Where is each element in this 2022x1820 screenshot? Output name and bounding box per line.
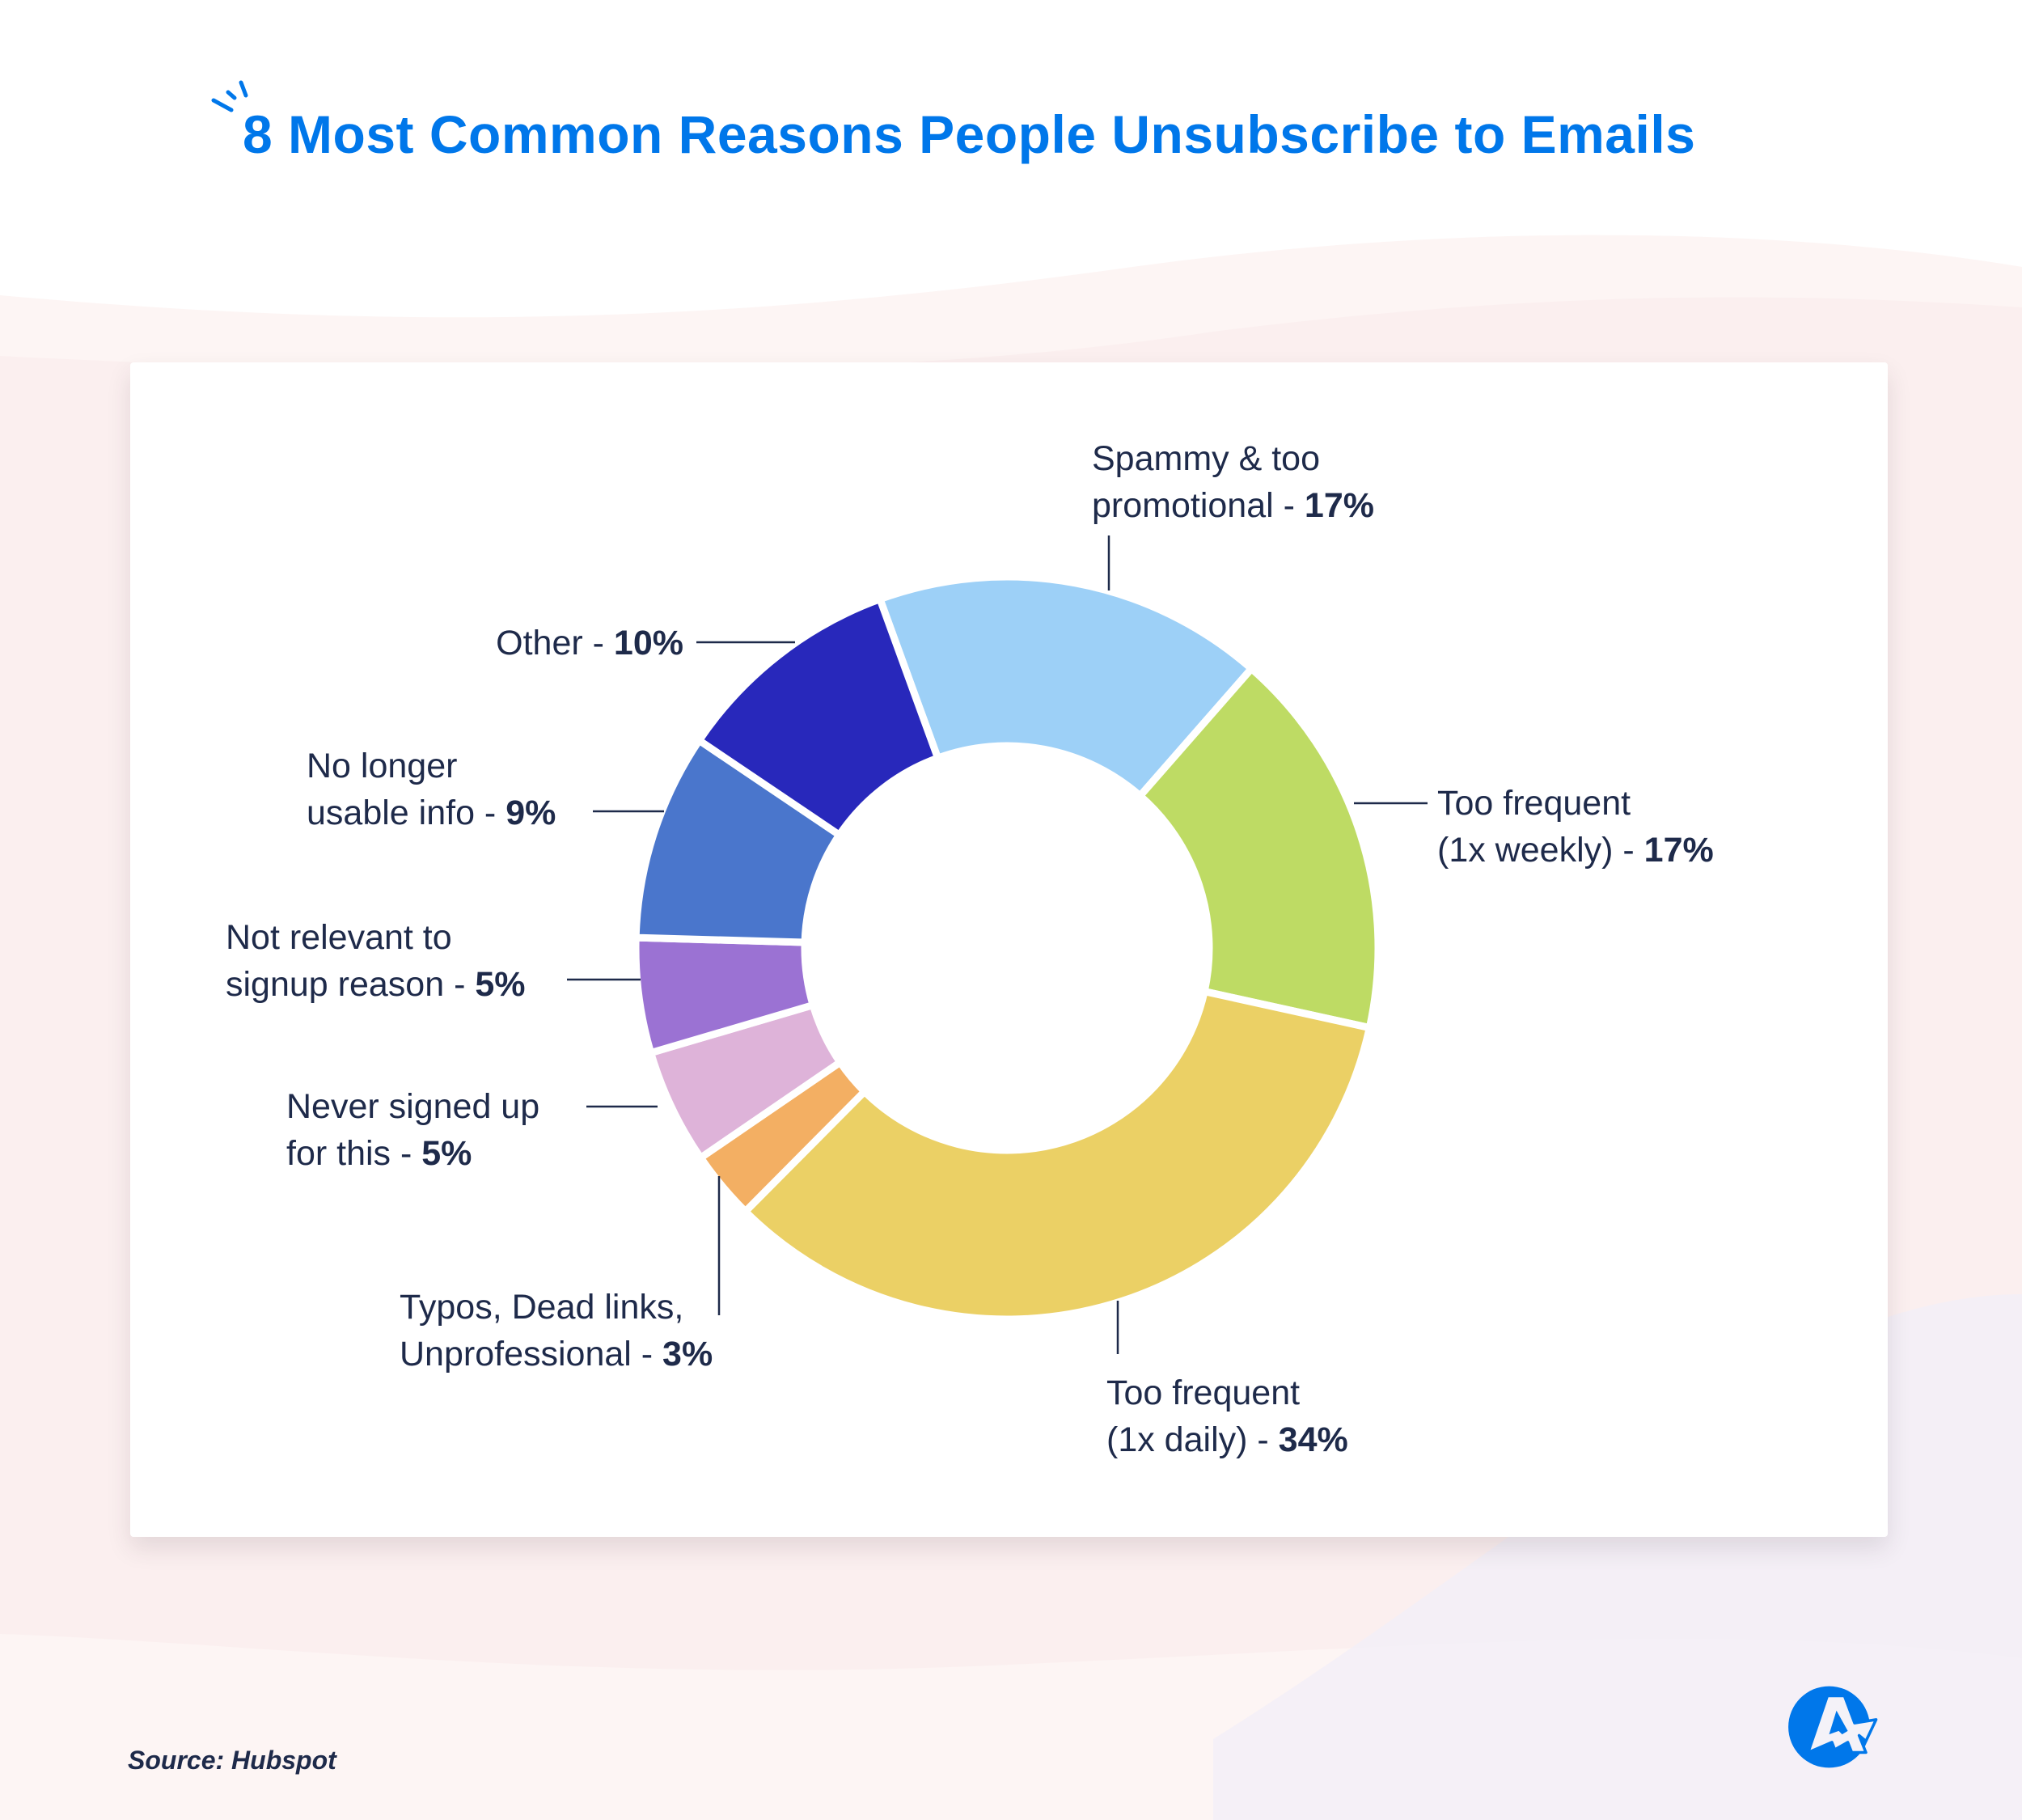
label-typos: Typos, Dead links, Unprofessional - 3% xyxy=(400,1288,713,1373)
brand-logo-icon xyxy=(1788,1686,1878,1768)
donut-slice-2 xyxy=(742,988,1373,1323)
label-not-relevant: Not relevant to signup reason - 5% xyxy=(226,918,526,1004)
label-other: Other - 10% xyxy=(496,624,683,662)
label-spammy: Spammy & too promotional - 17% xyxy=(1092,439,1374,525)
label-too-frequent-daily: Too frequent (1x daily) - 34% xyxy=(1106,1373,1348,1459)
label-never-signed-up: Never signed up for this - 5% xyxy=(286,1087,540,1173)
chart-card xyxy=(130,362,1888,1537)
chart-title: 8 Most Common Reasons People Unsubscribe… xyxy=(211,80,1696,165)
donut-slice-0 xyxy=(876,573,1255,800)
source-note: Source: Hubspot xyxy=(128,1746,336,1775)
title-text: 8 Most Common Reasons People Unsubscribe… xyxy=(243,104,1696,164)
sparkle-icon xyxy=(211,80,248,112)
label-no-longer-usable: No longer usable info - 9% xyxy=(307,747,556,832)
donut-slice-1 xyxy=(1136,665,1382,1032)
label-too-frequent-weekly: Too frequent (1x weekly) - 17% xyxy=(1437,784,1714,870)
donut-slice-7 xyxy=(695,595,941,839)
leader-lines xyxy=(567,535,1428,1354)
